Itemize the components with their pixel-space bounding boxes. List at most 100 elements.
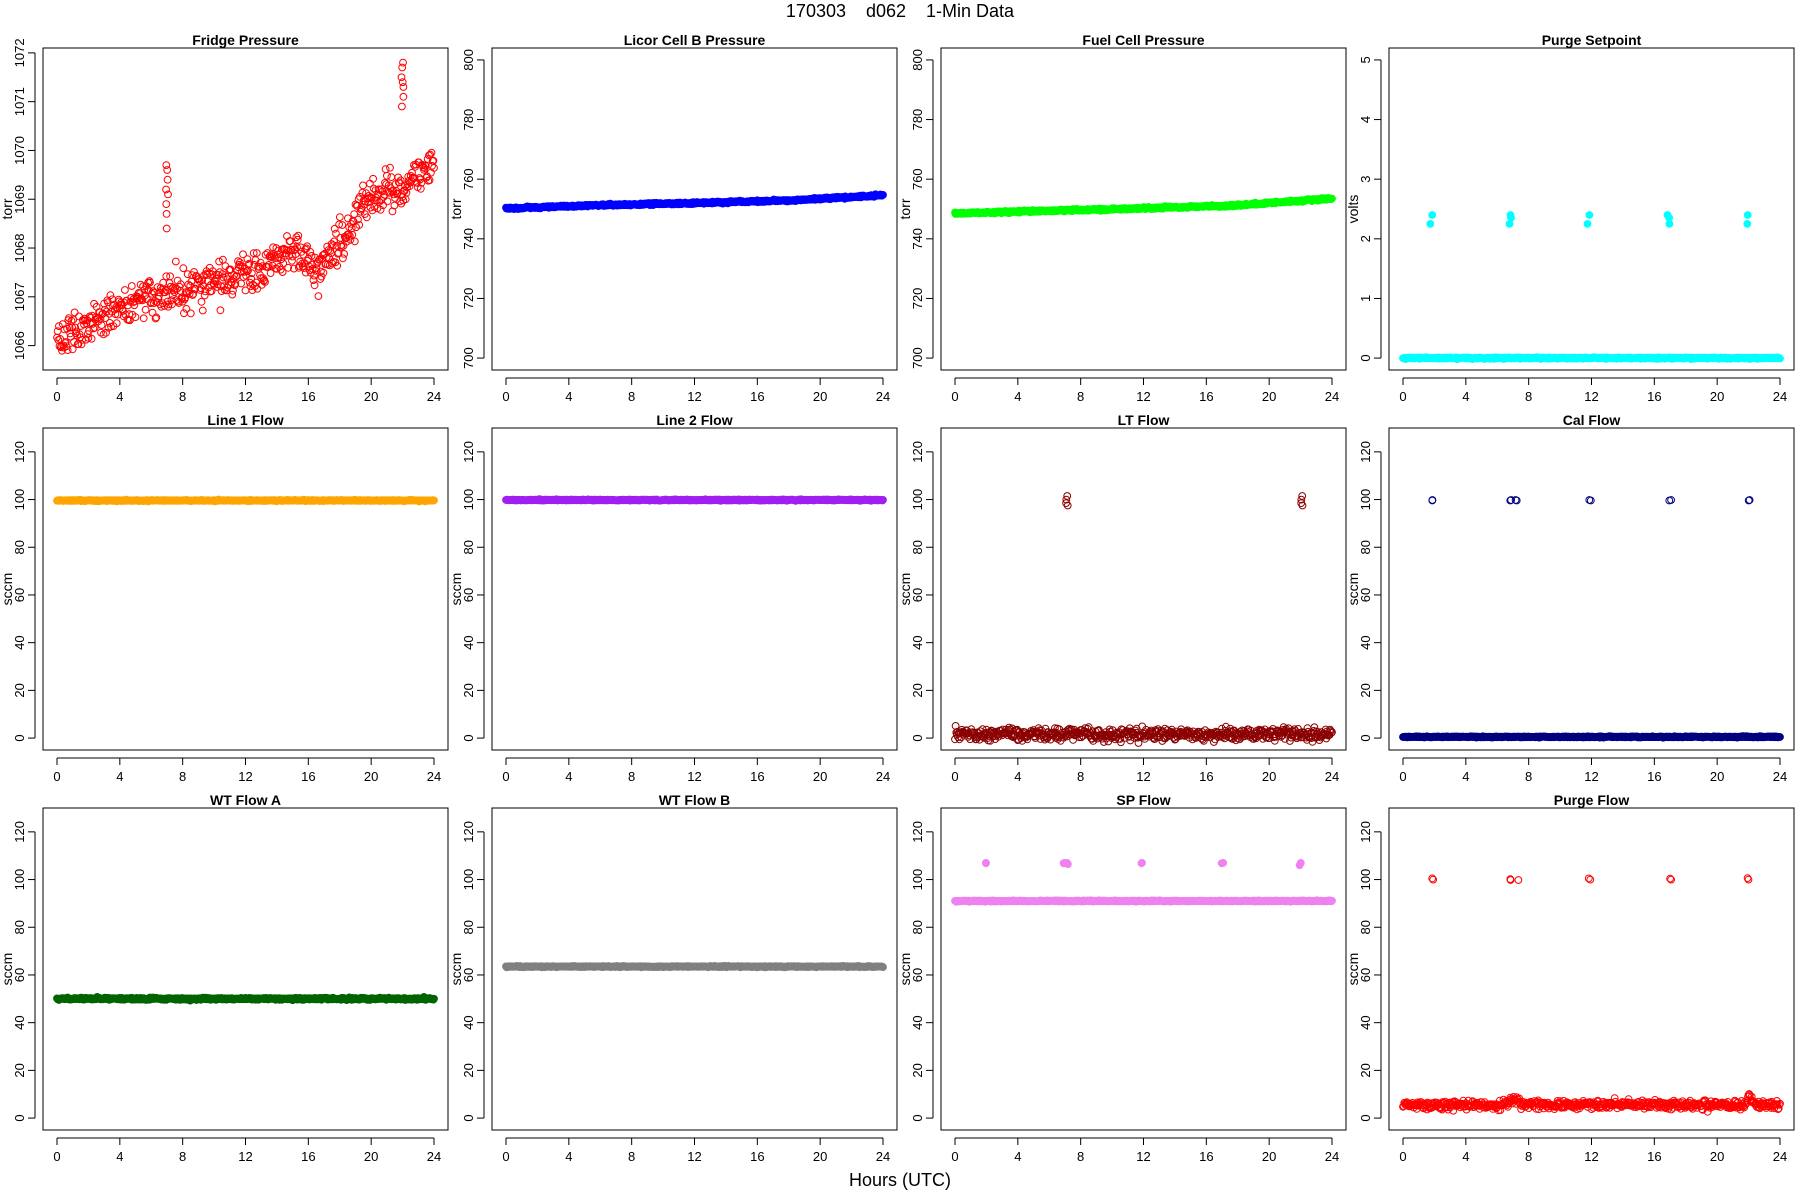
x-tick-label: 4 bbox=[1014, 769, 1021, 784]
data-point bbox=[306, 248, 315, 256]
data-point bbox=[178, 297, 187, 306]
data-point bbox=[386, 163, 394, 172]
x-tick-label: 8 bbox=[179, 769, 186, 784]
data-point bbox=[1428, 211, 1437, 219]
data-point bbox=[239, 250, 247, 259]
data-point bbox=[166, 272, 175, 281]
y-tick-label: 0 bbox=[1358, 734, 1373, 741]
y-tick-label: 780 bbox=[461, 109, 476, 131]
data-point bbox=[164, 300, 173, 309]
data-point bbox=[162, 210, 171, 218]
data-point bbox=[1298, 492, 1307, 500]
data-point bbox=[1062, 495, 1071, 504]
data-point bbox=[55, 322, 63, 331]
data-point bbox=[139, 282, 148, 291]
data-point bbox=[1585, 211, 1594, 219]
data-point bbox=[65, 323, 74, 332]
x-tick-label: 24 bbox=[427, 769, 441, 784]
y-tick-label: 0 bbox=[910, 734, 925, 741]
y-tick-label: 740 bbox=[461, 228, 476, 250]
data-point bbox=[200, 271, 208, 280]
x-tick-label: 24 bbox=[427, 389, 441, 404]
data-point bbox=[1069, 736, 1077, 744]
data-point bbox=[1286, 737, 1294, 745]
data-point bbox=[63, 346, 72, 355]
data-point bbox=[146, 278, 154, 287]
x-tick-label: 12 bbox=[1584, 769, 1598, 784]
y-tick-label: 1 bbox=[1358, 295, 1373, 302]
x-tick-label: 0 bbox=[1399, 769, 1406, 784]
data-point bbox=[383, 171, 391, 180]
data-point bbox=[385, 188, 394, 197]
y-tick-label: 1070 bbox=[12, 136, 27, 165]
data-point bbox=[181, 288, 190, 297]
data-point bbox=[347, 224, 356, 233]
data-point bbox=[379, 201, 388, 210]
data-point bbox=[398, 102, 406, 111]
data-point bbox=[279, 259, 288, 268]
data-point bbox=[1328, 194, 1336, 203]
x-tick-label: 16 bbox=[750, 389, 764, 404]
data-point bbox=[261, 278, 269, 286]
data-point bbox=[296, 257, 305, 266]
data-point bbox=[163, 166, 172, 174]
y-tick-label: 3 bbox=[1358, 176, 1373, 183]
data-point bbox=[1063, 492, 1072, 500]
x-tick-label: 8 bbox=[1077, 769, 1084, 784]
y-tick-label: 4 bbox=[1358, 116, 1373, 123]
x-tick-label: 20 bbox=[1262, 769, 1276, 784]
data-point bbox=[381, 165, 390, 174]
data-point bbox=[140, 286, 149, 294]
data-point bbox=[65, 314, 73, 323]
data-point bbox=[82, 335, 90, 344]
y-tick-label: 720 bbox=[461, 288, 476, 310]
y-tick-label: 5 bbox=[1358, 56, 1373, 63]
data-point bbox=[334, 249, 342, 258]
x-tick-label: 20 bbox=[1710, 389, 1724, 404]
data-point bbox=[374, 185, 383, 194]
data-point bbox=[259, 274, 268, 283]
y-tick-label: 20 bbox=[12, 683, 27, 697]
y-axis-label: volts bbox=[1345, 195, 1361, 224]
data-point bbox=[335, 220, 344, 229]
data-point bbox=[70, 308, 79, 317]
data-point bbox=[346, 236, 355, 244]
data-point bbox=[138, 296, 147, 305]
y-tick-label: 40 bbox=[12, 635, 27, 649]
y-tick-label: 120 bbox=[12, 441, 27, 463]
x-tick-label: 12 bbox=[1584, 389, 1598, 404]
x-tick-label: 8 bbox=[628, 389, 635, 404]
y-tick-label: 40 bbox=[910, 635, 925, 649]
data-point bbox=[243, 255, 252, 264]
data-point bbox=[112, 319, 121, 328]
x-tick-label: 24 bbox=[876, 389, 890, 404]
data-point bbox=[130, 301, 139, 310]
panel-title: Purge Setpoint bbox=[1542, 32, 1642, 48]
data-point bbox=[1063, 501, 1072, 510]
data-point bbox=[399, 92, 408, 101]
data-point bbox=[328, 241, 337, 250]
y-tick-label: 20 bbox=[1358, 683, 1373, 697]
x-tick-label: 20 bbox=[813, 389, 827, 404]
y-tick-label: 0 bbox=[1358, 354, 1373, 361]
panel-title: Licor Cell B Pressure bbox=[624, 32, 766, 48]
y-tick-label: 760 bbox=[461, 168, 476, 190]
x-tick-label: 4 bbox=[565, 389, 572, 404]
data-point bbox=[1297, 495, 1306, 504]
data-point bbox=[1051, 724, 1059, 733]
data-point bbox=[299, 250, 308, 259]
x-tick-label: 8 bbox=[1077, 389, 1084, 404]
x-tick-label: 20 bbox=[1262, 389, 1276, 404]
y-tick-label: 40 bbox=[1358, 635, 1373, 649]
data-point bbox=[151, 314, 160, 323]
data-point bbox=[383, 197, 392, 206]
panel-title: Fuel Cell Pressure bbox=[1082, 32, 1204, 48]
x-tick-label: 20 bbox=[364, 389, 378, 404]
data-point bbox=[354, 215, 362, 224]
data-point bbox=[153, 283, 162, 292]
y-axis-label: torr bbox=[0, 198, 15, 219]
x-tick-label: 16 bbox=[1199, 389, 1213, 404]
data-point bbox=[1506, 211, 1515, 219]
